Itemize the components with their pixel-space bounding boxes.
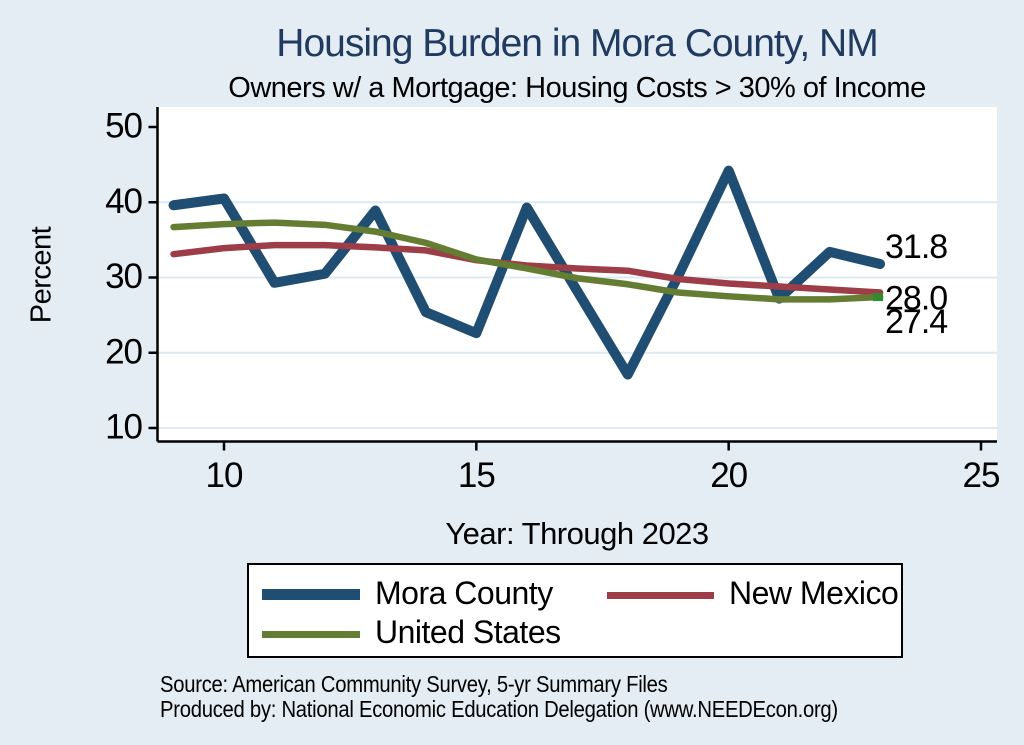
legend-label-mora-county: Mora County	[375, 575, 553, 611]
y-tick-label: 30	[105, 257, 142, 296]
series-end-marker	[873, 293, 884, 302]
source-line: Source: American Community Survey, 5-yr …	[160, 671, 668, 697]
plot-background	[157, 107, 997, 442]
y-tick-label: 10	[105, 408, 142, 447]
y-tick-label: 20	[105, 332, 142, 371]
series-end-label: 28.0	[885, 280, 947, 318]
source-note: Source: American Community Survey, 5-yr …	[160, 672, 838, 722]
x-tick-label: 10	[206, 456, 243, 495]
x-axis-title: Year: Through 2023	[445, 516, 709, 551]
legend-label-new-mexico: New Mexico	[729, 575, 899, 611]
chart-title: Housing Burden in Mora County, NM	[276, 22, 878, 65]
produced-by-line: Produced by: National Economic Education…	[160, 696, 838, 722]
series-end-label: 31.8	[885, 228, 947, 266]
series-end-label: 27.4	[885, 303, 947, 341]
legend-swatch-mora-county	[262, 589, 360, 600]
x-tick-label: 15	[458, 456, 495, 495]
legend-label-united-states: United States	[375, 614, 561, 650]
y-axis-title: Percent	[25, 226, 58, 324]
series-line-0	[168, 165, 886, 380]
y-tick-label: 50	[105, 107, 142, 146]
legend-swatch-united-states	[262, 631, 360, 638]
series-line-2	[170, 219, 884, 303]
x-tick-label: 25	[963, 456, 1000, 495]
legend: Mora County New Mexico United States	[247, 563, 903, 658]
legend-swatch-new-mexico	[607, 592, 714, 599]
chart-subtitle: Owners w/ a Mortgage: Housing Costs > 30…	[228, 72, 926, 104]
y-tick-label: 40	[105, 182, 142, 221]
x-tick-label: 20	[710, 456, 747, 495]
